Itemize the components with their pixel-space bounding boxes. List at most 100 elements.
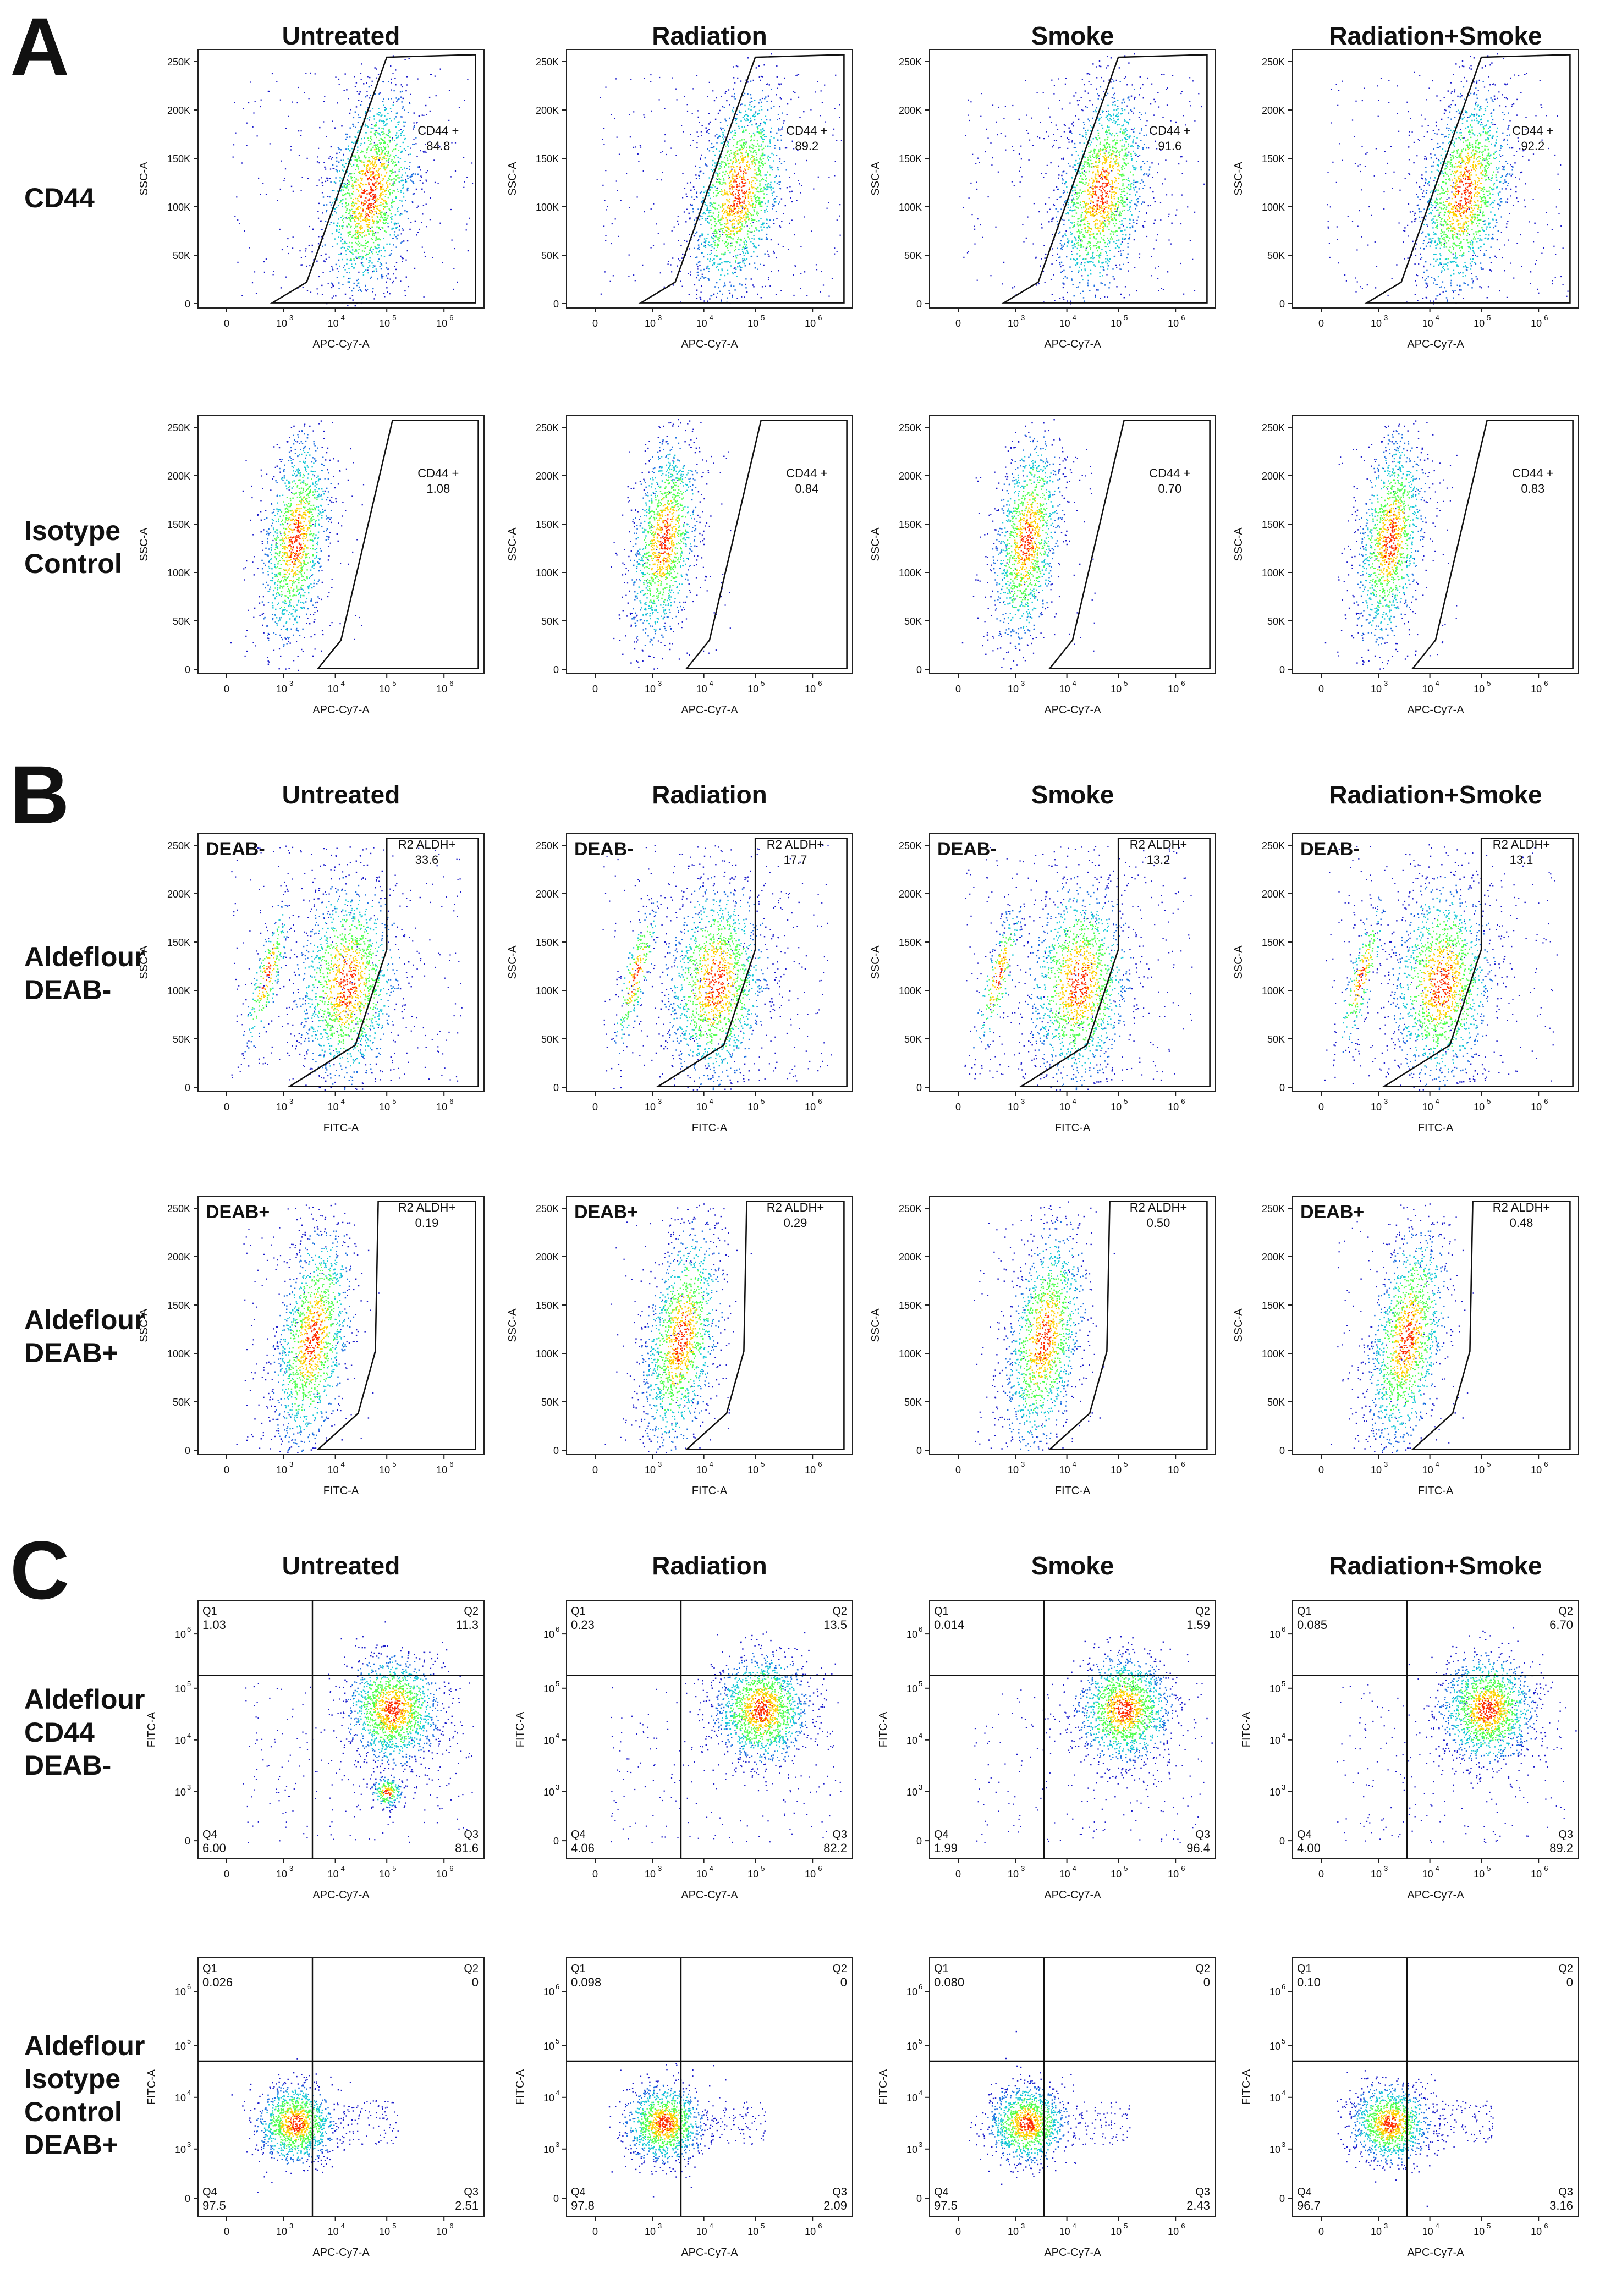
event-dot [733, 89, 734, 90]
event-dot [731, 210, 732, 211]
event-dot [828, 202, 829, 203]
event-dot [424, 191, 425, 192]
event-dot [640, 147, 641, 148]
event-dot [710, 212, 711, 213]
event-dot [752, 180, 754, 181]
event-dot [712, 233, 713, 234]
event-dot [761, 191, 762, 192]
event-dot [369, 250, 370, 251]
event-dot [337, 223, 338, 224]
event-dot [384, 158, 385, 159]
event-dot [718, 287, 719, 288]
event-dot [374, 235, 375, 236]
event-dot [717, 239, 718, 240]
event-dot [369, 117, 370, 118]
event-dot [1134, 169, 1135, 170]
event-dot [768, 201, 769, 202]
event-dot [355, 224, 356, 225]
event-dot [751, 238, 752, 239]
event-dot [1099, 207, 1100, 208]
event-dot [1181, 91, 1183, 92]
event-dot [689, 248, 690, 249]
event-dot [686, 209, 688, 210]
event-dot [1096, 167, 1097, 168]
event-dot [754, 230, 755, 232]
event-dot [1102, 221, 1103, 222]
event-dot [806, 295, 807, 296]
event-dot [1078, 286, 1079, 287]
event-dot [798, 97, 799, 98]
event-dot [351, 178, 352, 179]
event-dot [399, 130, 400, 131]
event-dot [1124, 195, 1125, 196]
x-tick-exp: 5 [1124, 313, 1128, 322]
event-dot [1096, 243, 1097, 244]
event-dot [713, 231, 714, 232]
event-dot [349, 210, 350, 211]
event-dot [1135, 208, 1136, 209]
event-dot [765, 122, 766, 123]
event-dot [371, 207, 372, 208]
event-dot [380, 168, 381, 169]
event-dot [343, 183, 344, 184]
event-dot [395, 236, 397, 237]
event-dot [1132, 84, 1133, 85]
event-dot [381, 149, 382, 150]
event-dot [414, 144, 415, 145]
event-dot [735, 151, 736, 152]
event-dot [1012, 146, 1013, 147]
event-dot [1106, 111, 1107, 112]
event-dot [1102, 201, 1103, 202]
event-dot [742, 162, 743, 163]
event-dot [370, 196, 371, 197]
event-dot [773, 106, 774, 107]
event-dot [732, 295, 733, 296]
event-dot [350, 164, 351, 165]
event-dot [383, 104, 384, 106]
section-letter-C: C [10, 1529, 69, 1611]
event-dot [1098, 174, 1099, 175]
event-dot [1095, 238, 1096, 239]
event-dot [722, 128, 723, 129]
event-dot [420, 169, 421, 170]
event-dot [372, 161, 373, 162]
event-dot [334, 238, 336, 239]
event-dot [727, 223, 728, 224]
event-dot [1106, 192, 1107, 194]
event-dot [697, 110, 699, 111]
event-dot [718, 178, 719, 179]
event-dot [1089, 164, 1090, 166]
event-dot [1012, 287, 1013, 288]
event-dot [401, 177, 402, 178]
event-dot [1144, 202, 1145, 203]
event-dot [1113, 165, 1114, 166]
event-dot [1102, 176, 1103, 177]
event-dot [741, 181, 743, 183]
event-dot [1120, 131, 1121, 133]
event-dot [708, 133, 709, 134]
event-dot [364, 189, 365, 190]
event-dot [358, 166, 359, 167]
event-dot [1192, 259, 1193, 260]
event-dot [333, 285, 334, 287]
event-dot [1161, 288, 1162, 289]
event-dot [719, 173, 720, 174]
event-dot [1078, 197, 1079, 198]
event-dot [323, 101, 325, 102]
event-dot [405, 179, 406, 180]
event-dot [376, 151, 377, 152]
event-dot [1134, 128, 1135, 129]
event-dot [651, 111, 652, 112]
event-dot [1139, 117, 1140, 118]
event-dot [718, 205, 719, 206]
event-dot [1089, 198, 1090, 199]
event-dot [1153, 114, 1155, 115]
event-dot [765, 203, 766, 204]
event-dot [1056, 140, 1057, 141]
event-dot [1068, 204, 1069, 205]
event-dot [381, 274, 382, 276]
event-dot [402, 131, 403, 133]
event-dot [692, 208, 694, 209]
event-dot [1104, 139, 1105, 140]
event-dot [322, 182, 323, 183]
